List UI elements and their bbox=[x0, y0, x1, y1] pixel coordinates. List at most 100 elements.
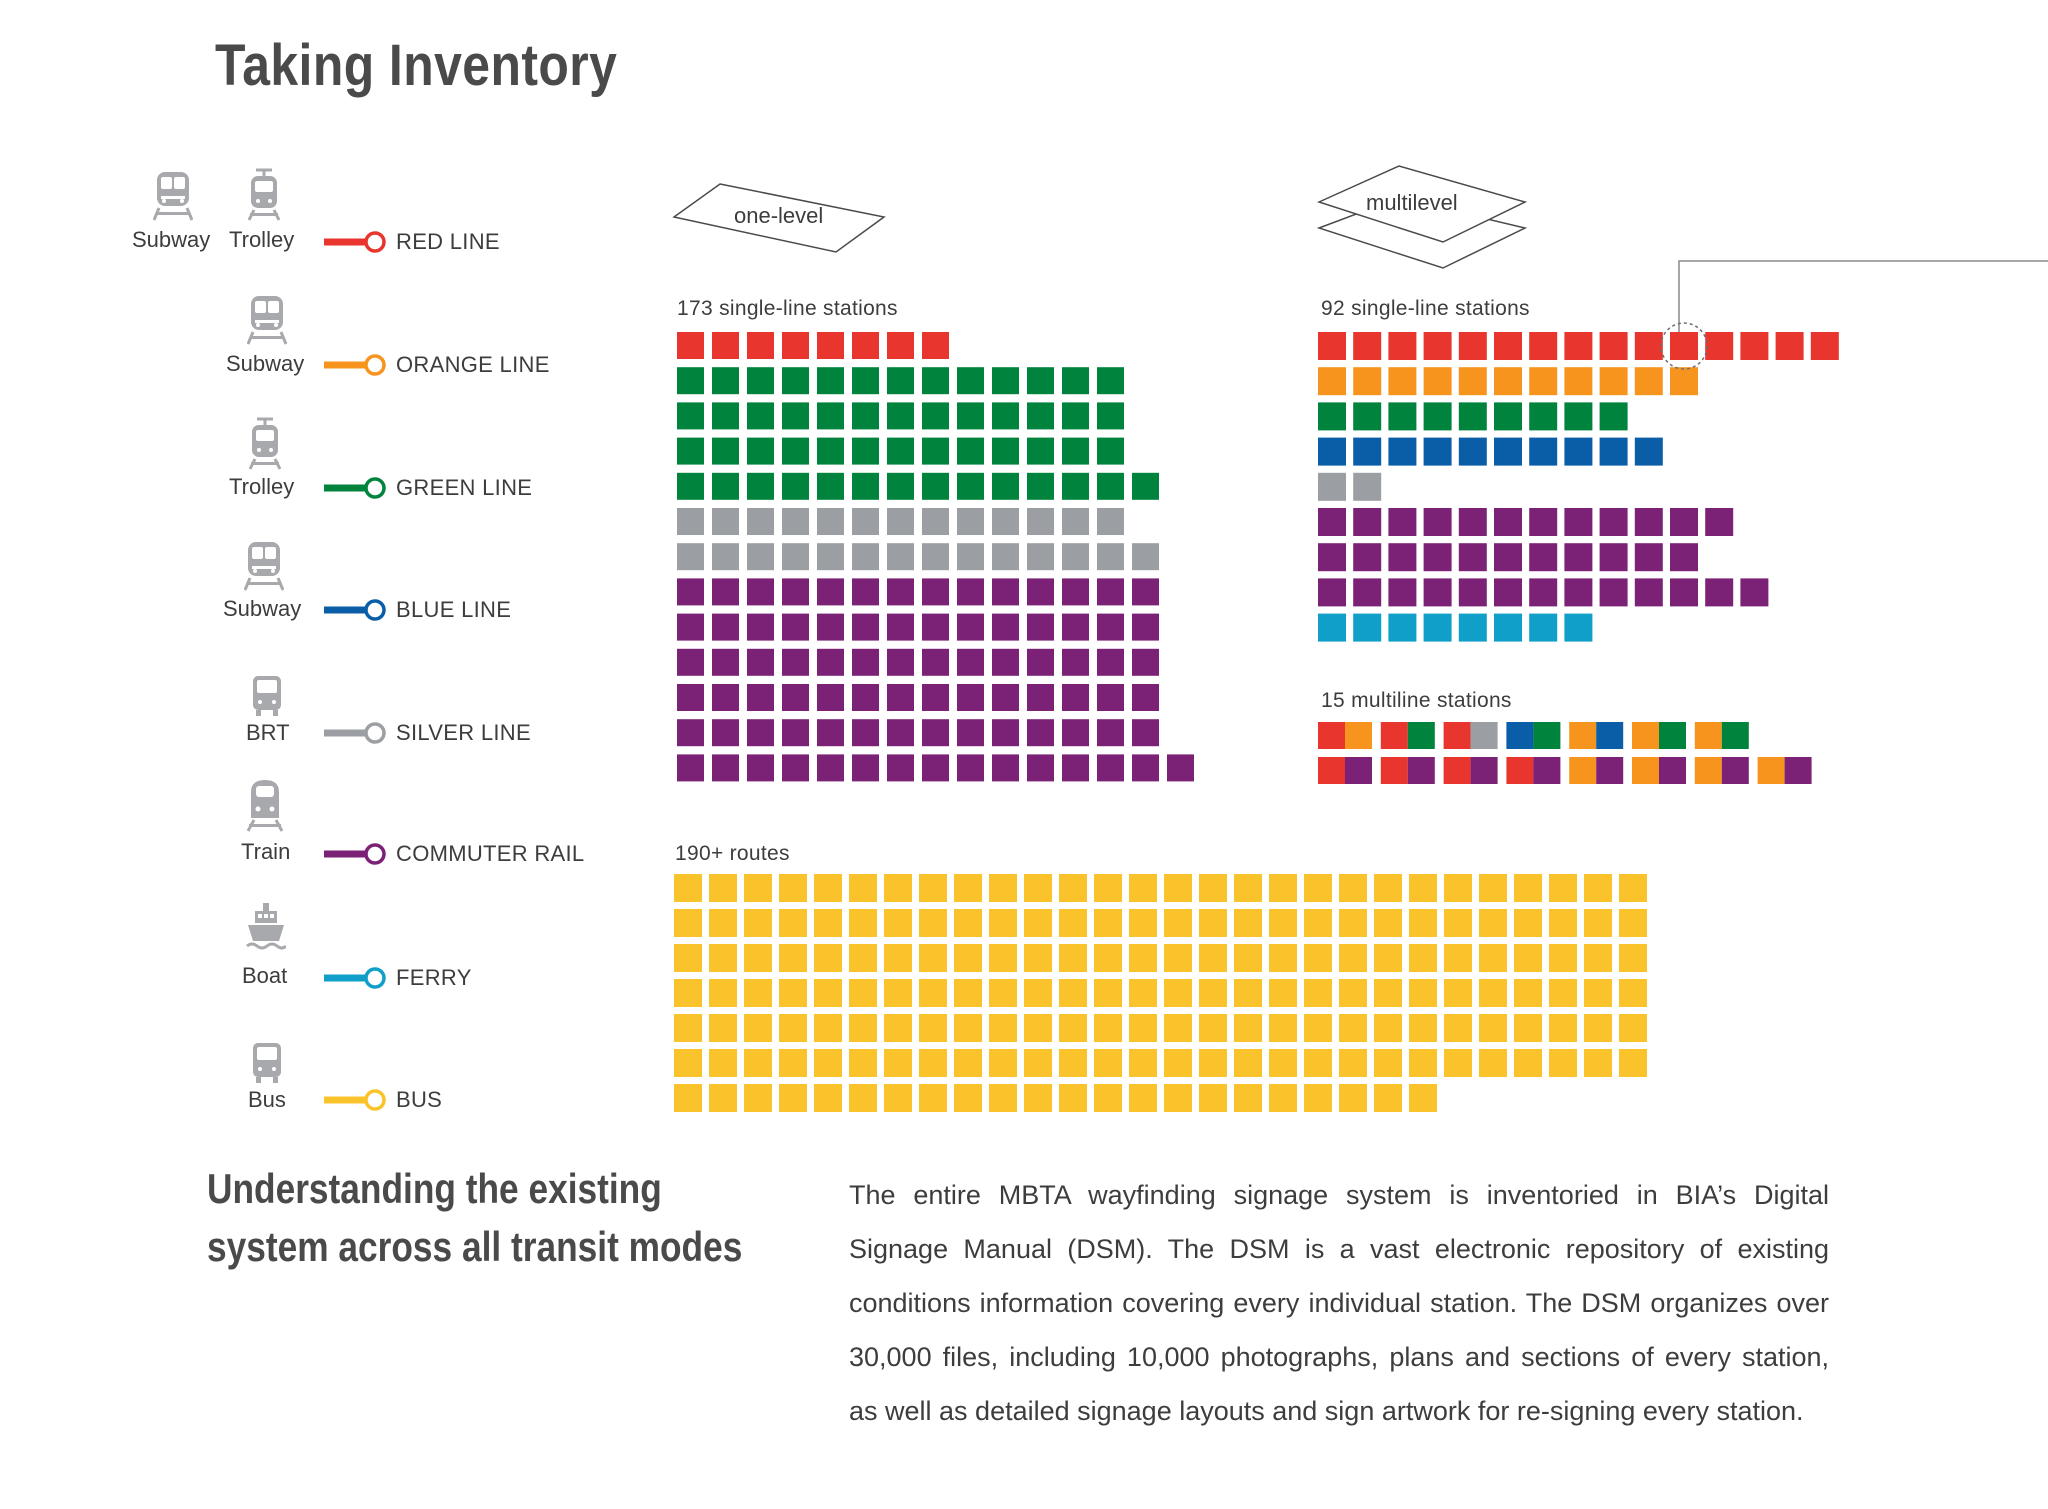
multiline-stations-label: 15 multiline stations bbox=[1321, 689, 1512, 712]
one-level-green-square bbox=[1097, 402, 1124, 430]
multilevel-red-square bbox=[1388, 332, 1417, 360]
routes-bus-square bbox=[1129, 979, 1157, 1007]
routes-bus-square bbox=[1234, 874, 1262, 902]
page-title: Taking Inventory bbox=[215, 33, 618, 98]
one-level-green-square bbox=[887, 472, 914, 500]
routes-bus-square bbox=[1199, 874, 1227, 902]
multilevel-blue-square bbox=[1423, 437, 1452, 466]
multiline-station-square bbox=[1632, 722, 1659, 749]
multiline-station-square bbox=[1506, 722, 1534, 749]
one-level-silver-square bbox=[1062, 508, 1089, 535]
multilevel-blue-square bbox=[1634, 437, 1663, 466]
routes-bus-square bbox=[1059, 1014, 1087, 1042]
mode-label-trolley: Trolley bbox=[229, 227, 295, 252]
multilevel-label: multilevel bbox=[1366, 190, 1458, 215]
one-level-commuter-square bbox=[852, 719, 879, 747]
multilevel-red-square bbox=[1423, 332, 1452, 360]
multilevel-ferry-square bbox=[1458, 613, 1487, 642]
one-level-commuter-square bbox=[1062, 719, 1089, 747]
routes-bus-square bbox=[709, 1049, 737, 1077]
routes-bus-square bbox=[1619, 944, 1647, 972]
one-level-stations-label: 173 single-line stations bbox=[677, 297, 898, 320]
multiline-station-square bbox=[1506, 757, 1534, 784]
routes-bus-square bbox=[1584, 944, 1612, 972]
routes-bus-square bbox=[1094, 979, 1122, 1007]
one-level-commuter-square bbox=[957, 719, 984, 747]
routes-bus-square bbox=[1374, 979, 1402, 1007]
multilevel-green-square bbox=[1599, 402, 1628, 431]
one-level-commuter-square bbox=[922, 578, 949, 606]
routes-bus-square bbox=[1094, 1049, 1122, 1077]
routes-bus-square bbox=[1234, 1084, 1262, 1112]
routes-bus-square bbox=[1129, 1014, 1157, 1042]
one-level-green-square bbox=[1062, 472, 1089, 500]
routes-bus-square bbox=[779, 909, 807, 937]
multiline-station-square bbox=[1757, 757, 1785, 784]
multilevel-blue-square bbox=[1494, 437, 1522, 466]
routes-bus-square bbox=[1129, 874, 1157, 902]
multilevel-diagram-icon bbox=[1316, 165, 1528, 269]
multiline-station-square bbox=[1659, 722, 1686, 749]
routes-bus-square bbox=[1444, 1014, 1472, 1042]
one-level-green-square bbox=[887, 367, 914, 395]
routes-bus-square bbox=[1199, 909, 1227, 937]
routes-bus-square bbox=[744, 1014, 772, 1042]
boat-icon bbox=[246, 901, 286, 955]
one-level-commuter-square bbox=[1027, 613, 1054, 641]
one-level-green-square bbox=[782, 402, 809, 430]
routes-bus-square bbox=[1409, 944, 1437, 972]
multilevel-commuter-square bbox=[1318, 578, 1346, 607]
one-level-green-square bbox=[852, 472, 879, 500]
multilevel-green-square bbox=[1353, 402, 1382, 431]
multilevel-orange-square bbox=[1458, 367, 1487, 396]
routes-bus-square bbox=[1514, 874, 1542, 902]
routes-bus-square bbox=[1409, 909, 1437, 937]
routes-bus-square bbox=[1164, 1049, 1192, 1077]
routes-bus-square bbox=[1269, 1049, 1297, 1077]
one-level-green-square bbox=[677, 472, 704, 500]
multilevel-commuter-square bbox=[1423, 578, 1452, 607]
commuter-rail-swatch-icon bbox=[324, 843, 386, 865]
multiline-station-square bbox=[1533, 722, 1561, 749]
routes-bus-square bbox=[1514, 944, 1542, 972]
routes-bus-square bbox=[1514, 909, 1542, 937]
routes-bus-square bbox=[1374, 909, 1402, 937]
one-level-commuter-square bbox=[677, 578, 704, 606]
multiline-station-square bbox=[1569, 722, 1597, 749]
multilevel-green-square bbox=[1423, 402, 1452, 431]
routes-bus-square bbox=[1059, 909, 1087, 937]
routes-bus-square bbox=[884, 979, 912, 1007]
multilevel-commuter-square bbox=[1564, 578, 1593, 607]
multiline-station-square bbox=[1659, 757, 1686, 784]
multilevel-commuter-square bbox=[1423, 508, 1452, 536]
one-level-commuter-square bbox=[1132, 684, 1159, 711]
one-level-commuter-square bbox=[712, 648, 739, 676]
one-level-silver-square bbox=[922, 543, 949, 571]
routes-bus-square bbox=[1059, 944, 1087, 972]
routes-bus-square bbox=[1199, 944, 1227, 972]
one-level-red-square bbox=[677, 332, 704, 359]
routes-bus-square bbox=[1269, 874, 1297, 902]
routes-bus-square bbox=[1164, 1084, 1192, 1112]
one-level-green-square bbox=[747, 437, 774, 465]
one-level-green-square bbox=[677, 367, 704, 395]
line-label-silver: SILVER LINE bbox=[396, 720, 531, 745]
mode-label-subway: Subway bbox=[132, 227, 211, 252]
one-level-green-square bbox=[747, 402, 774, 430]
routes-bus-square bbox=[954, 1014, 982, 1042]
routes-bus-square bbox=[1164, 874, 1192, 902]
routes-bus-square bbox=[1269, 1084, 1297, 1112]
one-level-silver-square bbox=[1132, 543, 1159, 571]
multilevel-green-square bbox=[1494, 402, 1522, 431]
one-level-green-square bbox=[1132, 472, 1159, 500]
routes-bus-square bbox=[674, 1084, 702, 1112]
one-level-silver-square bbox=[887, 508, 914, 535]
routes-bus-square bbox=[1409, 1014, 1437, 1042]
one-level-green-square bbox=[677, 402, 704, 430]
multiline-station-square bbox=[1345, 722, 1372, 749]
one-level-commuter-square bbox=[747, 754, 774, 782]
one-level-commuter-square bbox=[922, 754, 949, 782]
one-level-commuter-square bbox=[922, 613, 949, 641]
routes-bus-square bbox=[814, 1084, 842, 1112]
multilevel-red-square bbox=[1494, 332, 1522, 360]
